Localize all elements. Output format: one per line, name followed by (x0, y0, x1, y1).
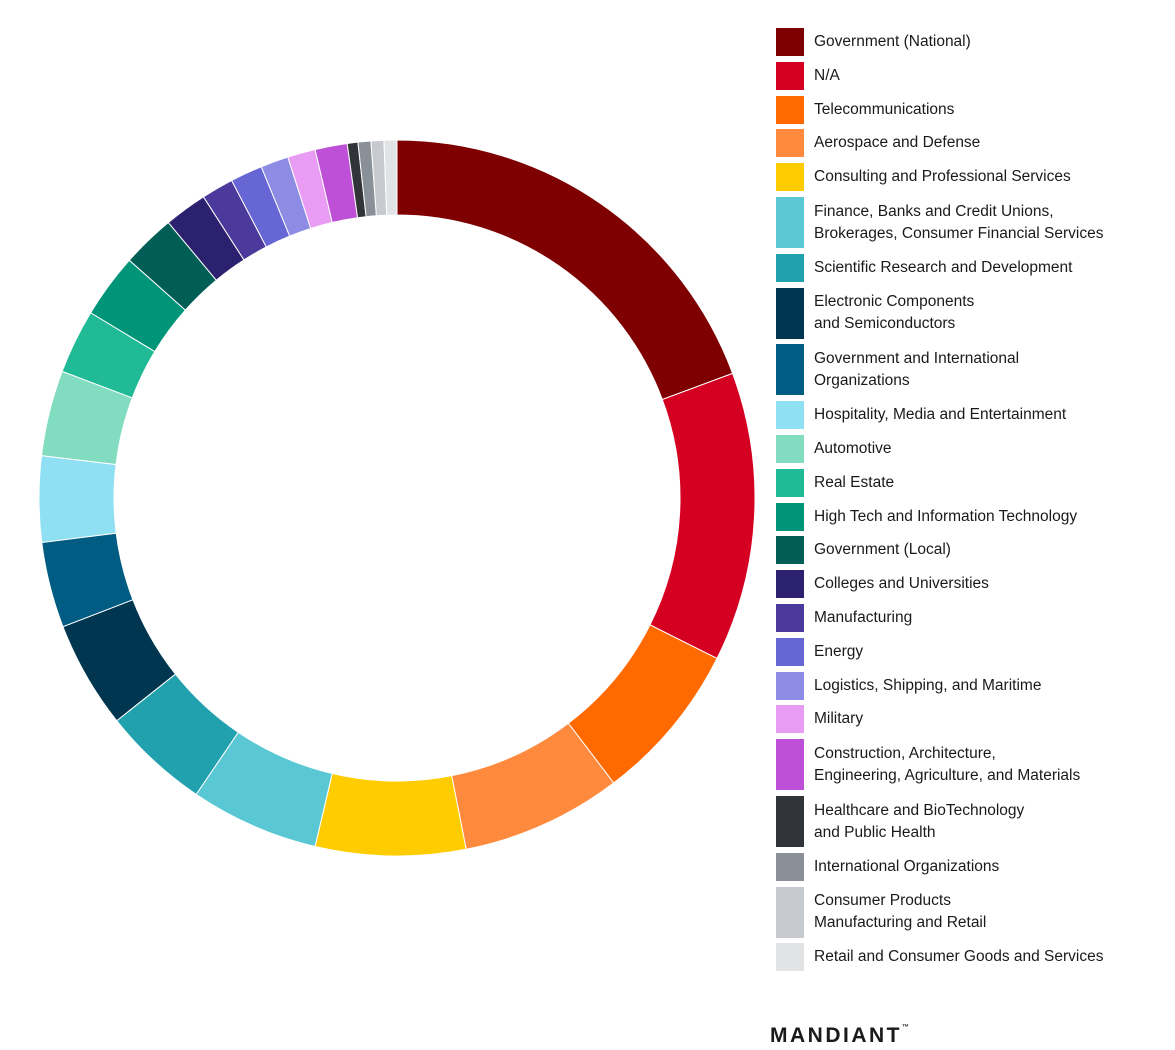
legend-item: Consulting and Professional Services (776, 163, 1166, 192)
legend-item: Construction, Architecture, Engineering, … (776, 739, 1166, 791)
legend-label: Government (Local) (814, 541, 951, 559)
legend-item: Government (Local) (776, 536, 1166, 565)
legend-label: Real Estate (814, 473, 895, 491)
legend-swatch (776, 637, 804, 666)
legend-swatch (776, 705, 804, 734)
legend-swatch (776, 287, 804, 339)
legend-item: High Tech and Information Technology (776, 502, 1166, 531)
legend-label: Telecommunications (814, 100, 955, 118)
legend-item: Healthcare and BioTechnology and Public H… (776, 796, 1166, 847)
legend-item: Scientific Research and Development (776, 253, 1166, 282)
slice-government-national (396, 139, 734, 401)
legend-label: Colleges and Universities (814, 575, 989, 593)
legend-label: Construction, Architecture, Engineering, … (814, 744, 1081, 784)
legend-swatch (776, 502, 804, 531)
legend-item: Manufacturing (776, 604, 1166, 632)
legend-label: N/A (814, 66, 840, 84)
legend-swatch (776, 943, 804, 972)
legend-swatch (776, 671, 804, 700)
legend-label: Government and International Organization… (814, 349, 1020, 389)
legend-label: Government (National) (814, 33, 971, 50)
legend-label: Energy (814, 642, 864, 660)
legend-swatch (776, 129, 804, 158)
legend-label: Manufacturing (814, 609, 913, 626)
legend-item: Electronic Components and Semiconductors (776, 287, 1166, 339)
legend-item: International Organizations (776, 852, 1166, 881)
legend-label: Consulting and Professional Services (814, 168, 1071, 186)
legend-swatch (776, 61, 804, 90)
slice-consulting-and-professional-services (314, 772, 467, 857)
legend-swatch (776, 253, 804, 282)
legend-item: Finance, Banks and Credit Unions, Brokera… (776, 197, 1166, 248)
legend-item: Consumer Products Manufacturing and Retai… (776, 886, 1166, 938)
chart-area (38, 139, 756, 857)
legend-swatch (776, 344, 804, 396)
legend-item: Government and International Organization… (776, 344, 1166, 396)
legend-swatch (776, 796, 804, 847)
legend-item: Government (National) (776, 28, 1166, 56)
legend-swatch (776, 886, 804, 938)
legend-label: Military (814, 710, 864, 728)
mandiant-logo: MANDIANT™ (770, 1024, 909, 1048)
legend-swatch (776, 163, 804, 192)
legend-swatch (776, 401, 804, 430)
legend-item: Real Estate (776, 468, 1166, 497)
logo-text: MANDIANT (770, 1024, 902, 1047)
legend-swatch (776, 197, 804, 248)
legend-item: Military (776, 705, 1166, 734)
legend-item: Aerospace and Defense (776, 129, 1166, 158)
legend-swatch (776, 536, 804, 565)
legend-item: Telecommunications (776, 95, 1166, 124)
legend-item: Retail and Consumer Goods and Services (776, 943, 1166, 972)
legend-swatch (776, 95, 804, 124)
legend-swatch (776, 468, 804, 497)
legend-label: Logistics, Shipping, and Maritime (814, 676, 1042, 694)
donut-chart (38, 139, 756, 857)
trademark-mark: ™ (901, 1024, 909, 1031)
slice-n-a (649, 372, 756, 660)
legend-item: Colleges and Universities (776, 570, 1166, 599)
legend-label: International Organizations (814, 857, 1000, 875)
legend-swatch (776, 739, 804, 791)
legend-swatch (776, 435, 804, 463)
legend-label: Retail and Consumer Goods and Services (814, 948, 1104, 966)
legend-swatch (776, 852, 804, 881)
legend-item: N/A (776, 61, 1166, 90)
legend-label: Hospitality, Media and Entertainment (814, 406, 1067, 424)
legend-swatch (776, 28, 804, 56)
legend-swatch (776, 570, 804, 599)
legend-label: Electronic Components and Semiconductors (814, 293, 975, 333)
legend-swatch (776, 604, 804, 632)
legend-item: Automotive (776, 435, 1166, 463)
legend-item: Logistics, Shipping, and Maritime (776, 671, 1166, 700)
legend-label: Automotive (814, 440, 892, 457)
legend-item: Energy (776, 637, 1166, 666)
legend-label: Scientific Research and Development (814, 258, 1073, 276)
slice-hospitality-media-and-entertainment (38, 455, 117, 544)
legend-label: Aerospace and Defense (814, 134, 981, 152)
legend-label: High Tech and Information Technology (814, 507, 1078, 525)
legend-item: Hospitality, Media and Entertainment (776, 401, 1166, 430)
legend-label: Healthcare and BioTechnology and Public H… (814, 801, 1025, 841)
legend-label: Finance, Banks and Credit Unions, Brokera… (814, 202, 1104, 242)
slice-retail-and-consumer-goods-and-services (383, 139, 398, 216)
legend-label: Consumer Products Manufacturing and Retai… (814, 892, 987, 932)
